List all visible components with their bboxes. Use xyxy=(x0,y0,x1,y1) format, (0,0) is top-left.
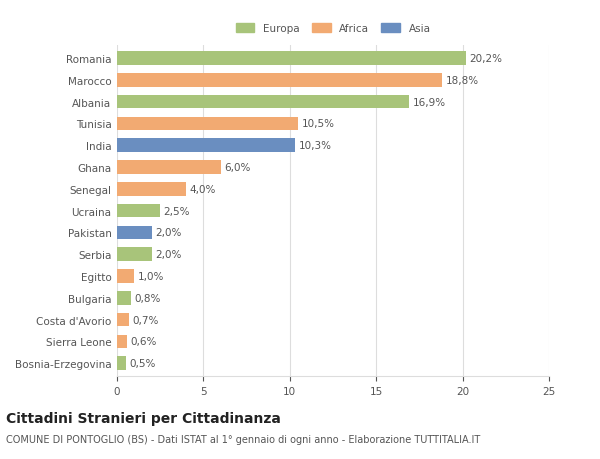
Bar xyxy=(117,269,134,283)
Bar xyxy=(117,291,131,305)
Text: 0,6%: 0,6% xyxy=(131,336,157,347)
Text: 0,7%: 0,7% xyxy=(133,315,159,325)
Bar xyxy=(117,204,160,218)
Text: 18,8%: 18,8% xyxy=(445,76,478,86)
Text: 2,0%: 2,0% xyxy=(155,250,181,260)
Text: 0,5%: 0,5% xyxy=(129,358,155,368)
Text: 10,5%: 10,5% xyxy=(302,119,335,129)
Text: 16,9%: 16,9% xyxy=(412,97,446,107)
Bar xyxy=(117,52,466,66)
Text: 10,3%: 10,3% xyxy=(298,141,331,151)
Text: 4,0%: 4,0% xyxy=(190,185,216,195)
Bar xyxy=(117,161,221,174)
Text: 1,0%: 1,0% xyxy=(138,271,164,281)
Text: 20,2%: 20,2% xyxy=(470,54,503,64)
Bar xyxy=(117,357,125,370)
Text: 2,0%: 2,0% xyxy=(155,228,181,238)
Bar xyxy=(117,248,152,261)
Text: Cittadini Stranieri per Cittadinanza: Cittadini Stranieri per Cittadinanza xyxy=(6,411,281,425)
Bar xyxy=(117,226,152,240)
Bar xyxy=(117,139,295,153)
Bar xyxy=(117,95,409,109)
Bar xyxy=(117,335,127,348)
Text: 2,5%: 2,5% xyxy=(164,206,190,216)
Bar xyxy=(117,74,442,87)
Bar xyxy=(117,183,186,196)
Text: 0,8%: 0,8% xyxy=(134,293,161,303)
Bar xyxy=(117,118,298,131)
Text: COMUNE DI PONTOGLIO (BS) - Dati ISTAT al 1° gennaio di ogni anno - Elaborazione : COMUNE DI PONTOGLIO (BS) - Dati ISTAT al… xyxy=(6,434,480,444)
Bar xyxy=(117,313,129,327)
Text: 6,0%: 6,0% xyxy=(224,162,251,173)
Legend: Europa, Africa, Asia: Europa, Africa, Asia xyxy=(236,24,430,34)
